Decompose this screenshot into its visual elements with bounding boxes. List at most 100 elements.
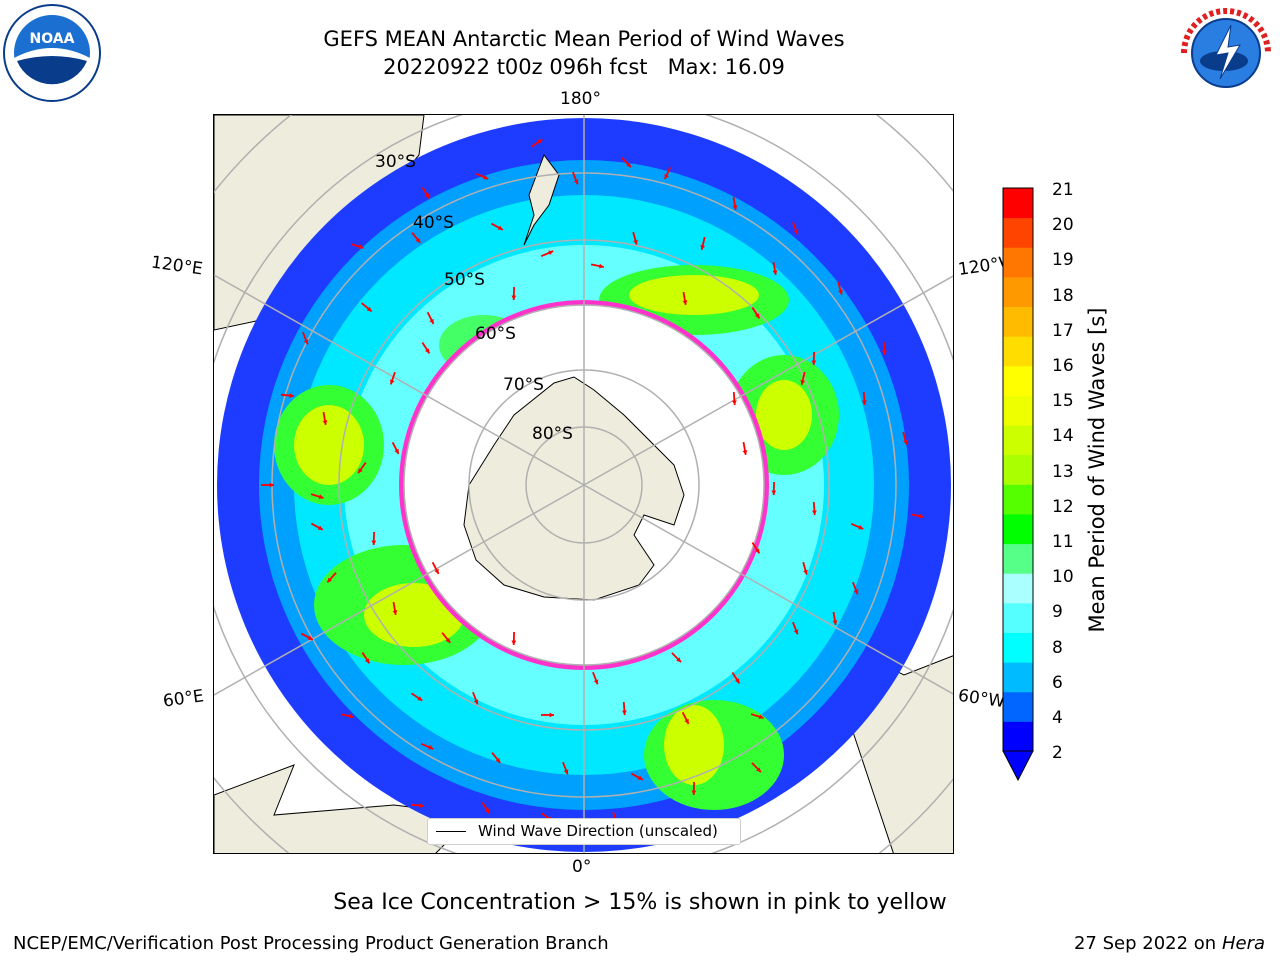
wind-wave-arrowhead bbox=[392, 610, 398, 615]
wind-wave-arrowhead bbox=[803, 569, 808, 575]
colorbar-tick-label: 9 bbox=[1052, 602, 1063, 623]
wind-wave-arrowhead bbox=[811, 360, 817, 365]
colorbar bbox=[1002, 187, 1036, 787]
colorbar-segment bbox=[1003, 276, 1033, 308]
wind-wave-arrowhead bbox=[497, 225, 503, 230]
wind-wave-arrowhead bbox=[548, 250, 554, 256]
wind-wave-arrowhead bbox=[800, 379, 806, 385]
colorbar-tick-label: 15 bbox=[1052, 391, 1074, 412]
wind-wave-arrowhead bbox=[485, 808, 490, 814]
wind-wave-arrowhead bbox=[327, 577, 333, 583]
wind-wave-arrowhead bbox=[425, 348, 430, 354]
wind-wave-arrowhead bbox=[473, 699, 479, 705]
wind-wave-arrowhead bbox=[429, 318, 434, 324]
nws-logo bbox=[1176, 3, 1276, 103]
colorbar-segment bbox=[1003, 662, 1033, 693]
lon-label-60w: 60°W bbox=[956, 685, 1007, 713]
wind-wave-arrowhead bbox=[732, 205, 738, 210]
lat-label-30s: 30°S bbox=[375, 152, 416, 172]
chart-subtitle: 20220922 t00z 096h fcst Max: 16.09 bbox=[383, 55, 785, 79]
wind-wave-arrowhead bbox=[434, 568, 439, 574]
colorbar-tick-label: 11 bbox=[1052, 532, 1074, 552]
colorbar-segment bbox=[1003, 306, 1033, 337]
wind-wave-arrowhead bbox=[394, 448, 399, 454]
wind-wave-arrowhead bbox=[549, 712, 554, 718]
wind-wave-arrowhead bbox=[303, 339, 309, 345]
wind-wave-arrowhead bbox=[832, 620, 838, 625]
wind-wave-arrowhead bbox=[563, 769, 569, 775]
wind-wave-arrowhead bbox=[691, 790, 697, 795]
wind-wave-arrowhead bbox=[758, 714, 764, 719]
legend-label: Wind Wave Direction (unscaled) bbox=[478, 822, 718, 840]
colorbar-segment bbox=[1003, 217, 1033, 248]
chart-title: GEFS MEAN Antarctic Mean Period of Wind … bbox=[323, 27, 845, 51]
colorbar-segment bbox=[1003, 425, 1033, 456]
wind-wave-arrowhead bbox=[771, 490, 777, 495]
colorbar-tick-label: 13 bbox=[1052, 461, 1074, 482]
colorbar-extend-triangle bbox=[1002, 750, 1034, 782]
lat-label-60s: 60°S bbox=[475, 324, 516, 344]
footer-host: Hera bbox=[1221, 933, 1265, 954]
wind-wave-arrowhead bbox=[358, 468, 363, 474]
colorbar-tick-label: 18 bbox=[1052, 285, 1074, 306]
noaa-logo: NOAA bbox=[2, 3, 102, 103]
new-zealand-land bbox=[523, 153, 560, 246]
wind-wave-arrowhead bbox=[684, 718, 689, 724]
wind-wave-arrowhead bbox=[419, 803, 424, 808]
footer-date-text: 27 Sep 2022 on bbox=[1073, 933, 1217, 954]
colorbar-tick-label: 12 bbox=[1052, 496, 1074, 517]
lon-label-120e: 120°E bbox=[149, 252, 204, 280]
colorbar-segment bbox=[1003, 721, 1033, 752]
legend-line-swatch bbox=[436, 831, 466, 832]
colorbar-segment bbox=[1003, 543, 1033, 574]
wind-wave-arrowhead bbox=[358, 244, 364, 249]
colorbar-tick-label: 8 bbox=[1052, 637, 1063, 658]
colorbar-label: Mean Period of Wind Waves [s] bbox=[1085, 307, 1109, 633]
wind-wave-arrowhead bbox=[599, 263, 604, 269]
wind-wave-arrowhead bbox=[682, 300, 688, 305]
footer-date: 27 Sep 2022 on Hera bbox=[1074, 933, 1265, 954]
wind-wave-arrowhead bbox=[858, 524, 864, 530]
wind-wave-arrowhead bbox=[495, 757, 501, 763]
wind-wave-arrowhead bbox=[366, 306, 372, 312]
colorbar-segment bbox=[1003, 573, 1033, 604]
wind-wave-arrowhead bbox=[793, 629, 799, 635]
colorbar-tick-label: 20 bbox=[1052, 215, 1074, 236]
wind-wave-arrowhead bbox=[732, 400, 737, 405]
wind-wave-arrowhead bbox=[389, 379, 395, 385]
wind-wave-arrowhead bbox=[307, 635, 313, 640]
colorbar-segment bbox=[1003, 484, 1033, 515]
colorbar-tick-label: 2 bbox=[1052, 743, 1063, 764]
colorbar-tick-label: 14 bbox=[1052, 426, 1074, 447]
sea-ice-note: Sea Ice Concentration > 15% is shown in … bbox=[333, 890, 947, 915]
wind-wave-arrowhead bbox=[756, 767, 761, 773]
wind-wave-arrowhead bbox=[812, 510, 817, 515]
lon-label-180: 180° bbox=[560, 89, 601, 109]
graticule bbox=[214, 115, 953, 853]
wind-wave-arrowhead bbox=[633, 239, 638, 245]
colorbar-tick-label: 19 bbox=[1052, 250, 1074, 271]
map-legend: Wind Wave Direction (unscaled) bbox=[427, 818, 741, 845]
wind-wave-arrowhead bbox=[664, 174, 669, 180]
wind-wave-arrowhead bbox=[838, 289, 843, 295]
wind-wave-arrowhead bbox=[417, 696, 423, 701]
colorbar-segment bbox=[1003, 691, 1033, 722]
wind-wave-arrowhead bbox=[700, 244, 706, 250]
colorbar-segment bbox=[1003, 395, 1033, 426]
lat-label-70s: 70°S bbox=[503, 375, 544, 395]
colorbar-tick-label: 16 bbox=[1052, 356, 1074, 376]
wind-wave-arrows bbox=[261, 138, 924, 834]
colorbar-tick-label: 10 bbox=[1052, 567, 1074, 588]
colorbar-tick-label: 4 bbox=[1052, 708, 1063, 728]
wind-wave-arrowhead bbox=[511, 640, 517, 645]
wind-wave-arrowhead bbox=[903, 439, 908, 445]
wind-wave-arrowhead bbox=[537, 139, 543, 144]
wind-wave-arrowhead bbox=[371, 540, 377, 545]
colorbar-segment bbox=[1003, 454, 1033, 485]
colorbar-segment bbox=[1003, 247, 1033, 278]
wind-wave-arrowhead bbox=[919, 513, 924, 519]
colorbar-segment bbox=[1003, 632, 1033, 663]
wind-wave-arrowhead bbox=[365, 658, 370, 664]
wind-wave-arrowhead bbox=[862, 400, 867, 405]
footer-credit: NCEP/EMC/Verification Post Processing Pr… bbox=[13, 933, 609, 954]
